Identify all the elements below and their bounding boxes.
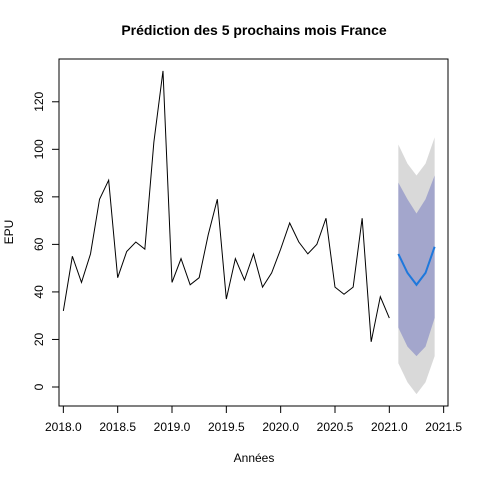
y-tick-label: 80 xyxy=(32,190,46,204)
y-axis: 0 20 40 60 80 100 120 xyxy=(32,91,60,390)
x-axis-label: Années xyxy=(234,451,275,465)
y-axis-label: EPU xyxy=(2,220,16,245)
y-tick-label: 60 xyxy=(32,237,46,251)
plot-frame xyxy=(58,58,449,407)
x-tick-label: 2021.5 xyxy=(425,420,462,434)
x-tick-label: 2019.0 xyxy=(154,420,191,434)
x-tick-label: 2021.0 xyxy=(371,420,408,434)
y-tick-label: 20 xyxy=(32,332,46,346)
x-tick-label: 2020.0 xyxy=(262,420,299,434)
observed-series-line xyxy=(62,70,390,342)
y-tick-label: 100 xyxy=(32,139,46,159)
y-tick-label: 120 xyxy=(32,91,46,111)
x-tick-label: 2018.5 xyxy=(99,420,136,434)
chart-title: Prédiction des 5 prochains mois France xyxy=(121,22,387,38)
plot-area xyxy=(62,70,436,395)
y-tick-label: 40 xyxy=(32,285,46,299)
forecast-band-80 xyxy=(398,175,435,357)
x-tick-label: 2020.5 xyxy=(317,420,354,434)
y-tick-label: 0 xyxy=(32,383,46,390)
x-tick-label: 2018.0 xyxy=(45,420,82,434)
x-tick-label: 2019.5 xyxy=(208,420,245,434)
x-axis: 2018.0 2018.5 2019.0 2019.5 2020.0 2020.5 2021… xyxy=(45,405,462,434)
forecast-mean-line xyxy=(397,246,436,287)
